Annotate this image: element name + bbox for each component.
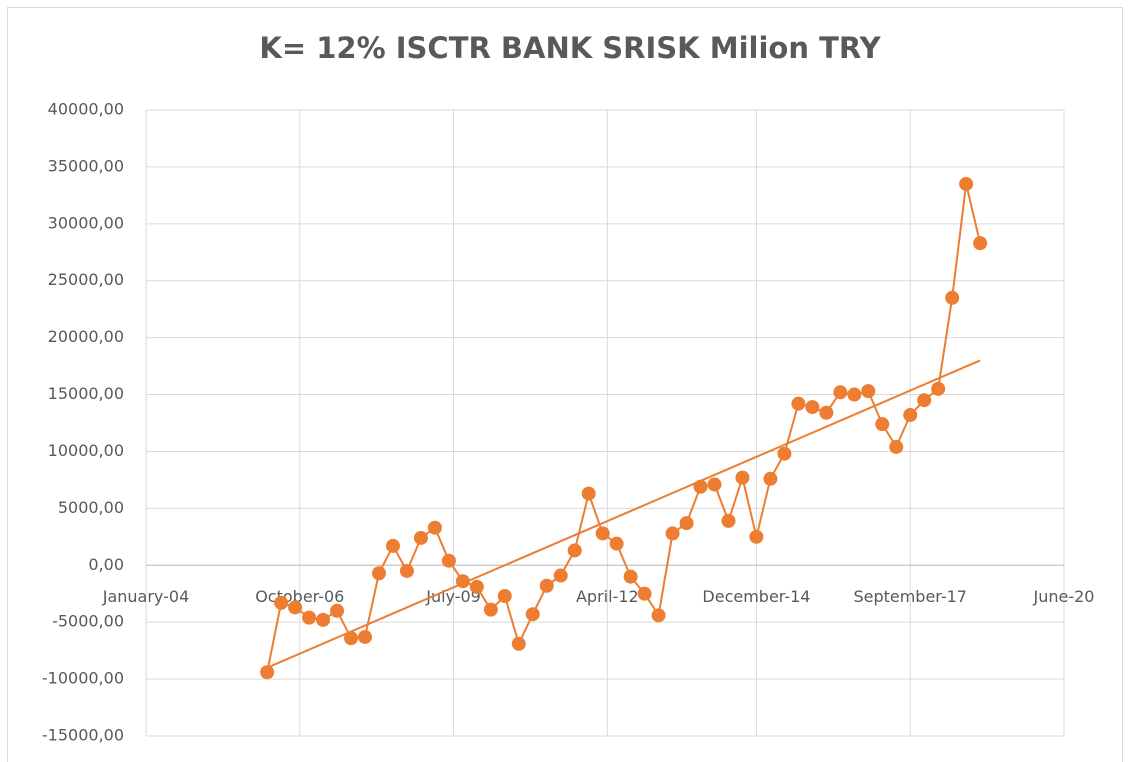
x-tick-label: April-12 xyxy=(576,587,639,606)
data-point xyxy=(861,384,876,399)
data-point xyxy=(567,543,582,558)
chart-border xyxy=(7,7,1123,762)
data-point xyxy=(316,612,331,627)
data-point xyxy=(455,574,470,589)
data-point xyxy=(875,417,890,432)
data-point xyxy=(330,603,345,618)
series-line xyxy=(266,183,982,673)
data-point xyxy=(735,470,750,485)
y-tick-label: -15000,00 xyxy=(42,726,124,745)
data-point xyxy=(511,636,526,651)
data-point xyxy=(665,526,680,541)
data-point xyxy=(260,665,275,680)
data-point xyxy=(385,538,400,553)
data-point xyxy=(973,236,988,251)
data-point xyxy=(371,566,386,581)
data-point xyxy=(497,589,512,604)
data-point xyxy=(763,471,778,486)
data-point xyxy=(651,608,666,623)
trendline xyxy=(266,359,981,669)
data-point xyxy=(637,586,652,601)
data-point xyxy=(302,610,317,625)
data-point xyxy=(358,629,373,644)
data-point xyxy=(539,578,554,593)
data-point xyxy=(427,520,442,535)
y-tick-label: 15000,00 xyxy=(48,384,124,403)
data-point xyxy=(553,568,568,583)
data-point xyxy=(819,405,834,420)
chart-title: K= 12% ISCTR BANK SRISK Milion TRY xyxy=(259,31,881,65)
x-tick-label: July-09 xyxy=(425,587,481,606)
data-point xyxy=(707,477,722,492)
data-point xyxy=(344,631,359,646)
data-point xyxy=(777,446,792,461)
y-tick-label: -10000,00 xyxy=(42,669,124,688)
data-point xyxy=(917,393,932,408)
data-point xyxy=(581,486,596,501)
y-tick-label: 5000,00 xyxy=(58,498,124,517)
data-point xyxy=(413,530,428,545)
data-point xyxy=(288,600,303,615)
data-point xyxy=(623,569,638,584)
data-point xyxy=(525,607,540,622)
y-tick-label: 20000,00 xyxy=(48,327,124,346)
y-tick-label: 35000,00 xyxy=(48,156,124,175)
x-tick-label: September-17 xyxy=(853,587,967,606)
data-point xyxy=(595,526,610,541)
x-tick-label: December-14 xyxy=(702,587,810,606)
x-tick-label: June-20 xyxy=(1033,587,1095,606)
data-point xyxy=(399,563,414,578)
data-point xyxy=(791,396,806,411)
data-point xyxy=(609,536,624,551)
y-tick-label: 30000,00 xyxy=(48,213,124,232)
data-point xyxy=(483,602,498,617)
data-point xyxy=(274,595,289,610)
data-point xyxy=(847,387,862,402)
x-tick-label: January-04 xyxy=(102,587,190,606)
data-point xyxy=(721,513,736,528)
data-point xyxy=(959,176,974,191)
data-point xyxy=(441,553,456,568)
y-tick-label: 40000,00 xyxy=(48,100,124,119)
data-point xyxy=(833,385,848,400)
data-point xyxy=(903,408,918,423)
y-tick-label: 10000,00 xyxy=(48,441,124,460)
data-point xyxy=(945,290,960,305)
data-point xyxy=(889,439,904,454)
data-point xyxy=(805,400,820,415)
data-point xyxy=(693,479,708,494)
data-point xyxy=(749,529,764,544)
y-tick-label: 0,00 xyxy=(88,555,124,574)
data-point xyxy=(469,579,484,594)
y-tick-label: 25000,00 xyxy=(48,270,124,289)
data-point xyxy=(679,516,694,531)
data-point xyxy=(931,381,946,396)
y-tick-label: -5000,00 xyxy=(52,612,124,631)
